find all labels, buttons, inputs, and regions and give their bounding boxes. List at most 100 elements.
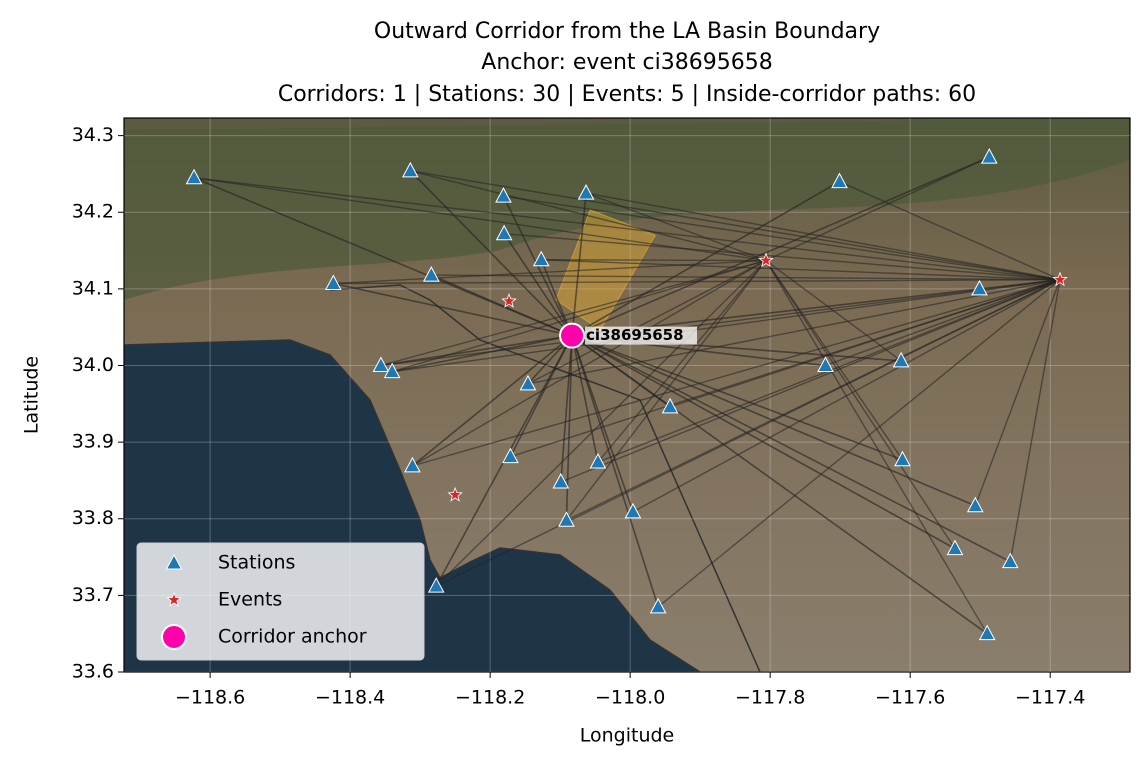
ray-path xyxy=(571,335,599,463)
ray-path xyxy=(380,278,1061,367)
x-tick-label: −117.6 xyxy=(875,687,945,709)
ray-path xyxy=(391,259,767,373)
ray-path xyxy=(503,233,573,337)
ray-path xyxy=(410,170,767,262)
ray-path xyxy=(560,335,573,483)
y-tick-label: 34.0 xyxy=(72,354,114,376)
station-marker xyxy=(519,374,537,391)
legend-marker xyxy=(161,624,187,650)
station-marker xyxy=(427,577,445,593)
y-tick-label: 33.9 xyxy=(72,431,114,453)
station-marker xyxy=(661,397,679,414)
ray-path xyxy=(597,260,767,463)
ray-path xyxy=(565,335,573,521)
x-axis-label: Longitude xyxy=(580,725,675,747)
ray-path xyxy=(380,259,767,367)
y-tick-label: 34.2 xyxy=(72,201,114,223)
ray-path xyxy=(412,259,767,467)
legend-marker xyxy=(166,591,182,607)
y-tick-label: 34.1 xyxy=(72,277,114,299)
ray-path xyxy=(333,278,1060,285)
ray-path xyxy=(541,259,766,262)
anchor-label: ci38695658 xyxy=(586,326,684,344)
plot-layer: ci38695658 xyxy=(124,118,1130,672)
ray-path xyxy=(571,334,988,635)
ray-path xyxy=(571,193,587,336)
station-marker xyxy=(978,624,996,641)
ray-path xyxy=(409,170,573,337)
ray-path xyxy=(510,279,1061,458)
ray-path xyxy=(571,335,659,608)
legend-label: Corridor anchor xyxy=(218,626,367,648)
station-marker xyxy=(558,511,575,527)
ray-path xyxy=(765,260,988,635)
ray-path xyxy=(410,170,1061,281)
ray-path xyxy=(412,279,1061,467)
station-marker xyxy=(1001,552,1019,569)
station-marker xyxy=(894,450,911,467)
label-background xyxy=(585,326,698,345)
station-marker xyxy=(383,362,401,379)
station-marker xyxy=(831,172,848,189)
anchor-marker xyxy=(559,322,586,349)
ray-path xyxy=(632,279,1061,513)
ray-path xyxy=(503,195,1061,281)
ray-path xyxy=(333,259,767,285)
station-marker xyxy=(372,356,390,372)
ray-path xyxy=(571,334,1011,563)
y-tick-label: 33.7 xyxy=(72,584,114,606)
ray-path xyxy=(527,278,1061,385)
ray-path xyxy=(765,156,990,262)
legend-box xyxy=(136,542,425,661)
station-marker xyxy=(185,168,203,185)
ray-path xyxy=(1009,279,1061,562)
ray-path xyxy=(380,334,573,367)
station-marker xyxy=(577,184,595,200)
legend-marker xyxy=(165,553,183,570)
station-marker xyxy=(980,148,998,164)
ray-path xyxy=(560,279,1061,483)
station-marker xyxy=(892,351,910,368)
ray-path xyxy=(765,260,956,550)
station-marker xyxy=(401,161,419,178)
x-tick-label: −117.4 xyxy=(1015,687,1085,709)
y-tick-label: 34.3 xyxy=(72,124,114,146)
ray-path xyxy=(585,192,767,262)
ray-path xyxy=(435,279,1061,587)
plot-frame xyxy=(123,117,1131,673)
station-marker xyxy=(495,187,512,203)
ray-path xyxy=(193,177,767,262)
x-tick-label: −118.6 xyxy=(175,687,245,709)
ray-path xyxy=(565,260,767,521)
ray-path xyxy=(193,177,1061,281)
station-marker xyxy=(324,274,342,291)
station-marker xyxy=(817,356,834,372)
station-marker xyxy=(946,539,964,556)
station-marker xyxy=(966,496,984,513)
ray-path xyxy=(839,180,1061,281)
station-marker xyxy=(495,224,513,241)
chart-subtitle: Corridors: 1 | Stations: 30 | Events: 5 … xyxy=(278,82,976,107)
legend-label: Stations xyxy=(218,552,295,574)
station-marker xyxy=(624,502,642,519)
ray-path xyxy=(571,334,903,461)
event-marker xyxy=(758,252,774,268)
ray-path xyxy=(391,334,573,373)
x-tick-label: −118.0 xyxy=(595,687,665,709)
y-axis-label: Latitude xyxy=(21,356,43,434)
station-marker xyxy=(589,452,607,469)
ray-path xyxy=(657,279,1061,608)
event-marker xyxy=(1052,271,1068,287)
ray-path xyxy=(504,233,1061,281)
legend-label: Events xyxy=(218,589,282,611)
ray-path xyxy=(974,279,1061,506)
y-tick-label: 33.6 xyxy=(72,661,114,683)
event-marker xyxy=(501,292,517,308)
ray-path xyxy=(571,180,840,337)
ray-path xyxy=(541,259,1061,281)
ray-path xyxy=(333,282,573,337)
station-marker xyxy=(502,447,519,464)
ray-paths xyxy=(193,156,1061,635)
ray-path xyxy=(392,278,1061,373)
